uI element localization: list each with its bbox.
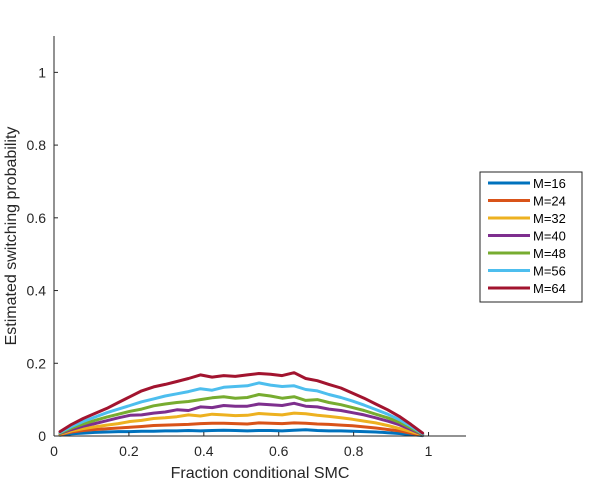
legend: M=16 M=24 M=32 M=40 M=48 M=56 M=64	[479, 171, 583, 303]
y-ticks: 0 0.2 0.4 0.6 0.8 1	[27, 64, 58, 444]
x-tick-label: 0.6	[269, 443, 289, 459]
legend-entries: M=16 M=24 M=32 M=40 M=48 M=56 M=64	[488, 176, 566, 296]
legend-label: M=40	[533, 229, 566, 244]
y-tick-label: 1	[38, 64, 46, 80]
legend-label: M=24	[533, 194, 566, 209]
y-tick-label: 0.6	[27, 210, 47, 226]
legend-label: M=16	[533, 176, 566, 191]
legend-label: M=56	[533, 264, 566, 279]
x-ticks: 0 0.2 0.4 0.6 0.8 1	[50, 432, 433, 459]
x-tick-label: 0.4	[194, 443, 214, 459]
legend-label: M=32	[533, 211, 566, 226]
y-tick-label: 0.2	[27, 355, 47, 371]
y-axis-label: Estimated switching probability	[3, 127, 20, 346]
axes	[53, 36, 466, 437]
x-tick-label: 1	[425, 443, 433, 459]
series-line-m24	[58, 421, 425, 437]
legend-box	[479, 171, 583, 303]
series-line-m40	[58, 401, 425, 436]
legend-label: M=64	[533, 281, 566, 296]
x-tick-label: 0.8	[344, 443, 364, 459]
series-line-m64	[58, 371, 425, 435]
legend-label: M=48	[533, 246, 566, 261]
y-tick-label: 0.8	[27, 137, 47, 153]
series-line-m48	[58, 393, 425, 436]
x-tick-label: 0.2	[119, 443, 139, 459]
series-line-m16	[58, 428, 425, 438]
x-axis-label: Fraction conditional SMC	[171, 465, 350, 482]
series-line-m32	[58, 411, 425, 437]
y-tick-label: 0	[38, 428, 46, 444]
x-tick-label: 0	[50, 443, 58, 459]
y-tick-label: 0.4	[27, 283, 47, 299]
plot-area	[58, 371, 425, 438]
series-line-m56	[58, 381, 425, 436]
